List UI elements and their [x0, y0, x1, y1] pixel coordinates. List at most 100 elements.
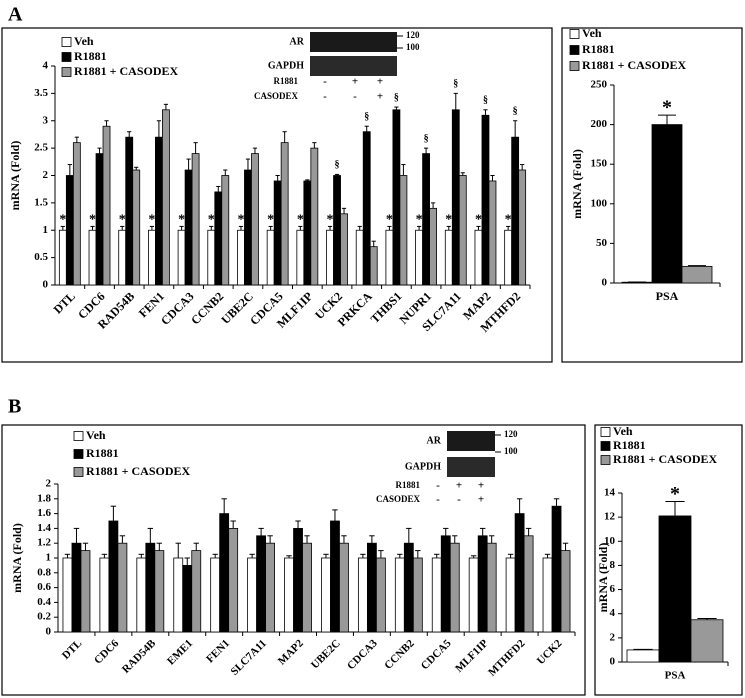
y-tick-label: 10	[604, 535, 616, 547]
legend-swatch	[61, 67, 72, 77]
bar	[62, 557, 73, 633]
y-axis-label: mRNA (Fold)	[8, 141, 22, 211]
x-tick-label: MLF1IP	[453, 637, 491, 675]
bar	[80, 550, 91, 633]
y-axis-label: mRNA (Fold)	[570, 149, 584, 219]
legend-label: R1881 + CASODEX	[74, 64, 179, 78]
bar	[293, 528, 303, 633]
bar	[551, 505, 562, 633]
bar	[214, 191, 223, 286]
bar	[651, 124, 683, 284]
y-tick-label: 3	[43, 114, 49, 126]
size-label: 120	[504, 429, 518, 439]
treatment-sign: +	[352, 76, 358, 88]
y-tick-label: 1.4	[37, 522, 51, 534]
bar	[321, 557, 331, 633]
legend-swatch	[600, 427, 611, 437]
y-tick-label: 200	[591, 118, 608, 130]
y-tick-label: 8	[610, 559, 616, 571]
y-tick-label: 250	[591, 79, 608, 91]
significance-marker: *	[208, 213, 215, 228]
bar	[310, 147, 319, 286]
bar	[333, 175, 341, 286]
blot-label: GAPDH	[268, 60, 304, 71]
bar	[237, 229, 245, 286]
bar	[219, 513, 230, 633]
treatment-sign: +	[456, 480, 462, 492]
bar	[72, 142, 81, 286]
legend-swatch	[73, 467, 84, 477]
bar	[182, 565, 193, 633]
legend-label: R1881 + CASODEX	[613, 452, 718, 466]
y-tick-label: 1	[46, 552, 52, 564]
x-tick-label: MAP2	[276, 637, 306, 667]
bar	[449, 542, 460, 633]
bar	[681, 265, 713, 284]
y-tick-label: 0	[43, 279, 49, 291]
bar	[542, 557, 553, 633]
bar	[326, 229, 334, 286]
blot-band	[310, 56, 397, 76]
bar	[422, 153, 430, 286]
bar	[385, 229, 394, 286]
bar	[173, 557, 184, 633]
bar	[221, 175, 230, 286]
y-tick-label: 0.2	[37, 611, 51, 623]
significance-marker: §	[513, 106, 518, 117]
y-tick-label: 2	[43, 169, 49, 181]
significance-marker: *	[148, 213, 155, 228]
bar	[626, 649, 660, 663]
size-label: 100	[504, 446, 518, 456]
bar	[303, 180, 312, 286]
x-tick-label: CDCA3	[158, 289, 197, 328]
treatment-sign: -	[436, 480, 440, 492]
significance-marker: *	[59, 213, 66, 228]
y-tick-label: 0	[610, 656, 616, 668]
y-tick-label: 1.8	[37, 492, 51, 504]
x-tick-label: PSA	[665, 670, 686, 682]
x-tick-label: EME1	[165, 637, 195, 667]
treatment-sign: -	[457, 494, 461, 506]
legend-swatch	[73, 449, 84, 459]
bar	[366, 542, 377, 633]
significance-marker: §	[364, 112, 369, 123]
bar	[511, 136, 520, 286]
blot-band	[447, 431, 495, 451]
bar	[429, 207, 437, 286]
legend-label: Veh	[582, 26, 602, 40]
blot-band	[447, 457, 495, 477]
bar	[296, 229, 305, 286]
y-tick-label: 0.5	[34, 251, 48, 263]
bar	[444, 229, 453, 286]
significance-marker: *	[662, 97, 672, 119]
y-tick-label: 14	[604, 487, 616, 499]
significance-marker: *	[178, 213, 185, 228]
bar	[95, 153, 104, 286]
treatment-label: CASODEX	[376, 494, 421, 504]
y-tick-label: 0.6	[37, 581, 51, 593]
bar	[505, 557, 516, 633]
x-tick-label: MTHFD2	[486, 637, 528, 679]
bar	[458, 175, 467, 286]
treatment-label: R1881	[396, 480, 421, 490]
significance-marker: *	[89, 213, 96, 228]
bar	[375, 557, 386, 633]
legend-swatch	[569, 61, 580, 71]
y-tick-label: 2	[46, 478, 52, 490]
legend-swatch	[73, 431, 84, 441]
bar	[108, 520, 119, 633]
x-tick-label: UBE2C	[309, 637, 343, 671]
blot-band	[310, 32, 397, 52]
bar	[518, 169, 527, 286]
legend-label: R1881	[582, 42, 615, 56]
bar	[191, 550, 202, 633]
bar	[481, 114, 490, 286]
y-tick-label: 0.4	[37, 596, 51, 608]
y-tick-label: 4	[43, 60, 49, 72]
y-tick-label: 150	[591, 158, 608, 170]
bar	[58, 229, 67, 286]
significance-marker: *	[505, 213, 512, 228]
bar	[71, 542, 82, 633]
bar	[117, 542, 128, 633]
